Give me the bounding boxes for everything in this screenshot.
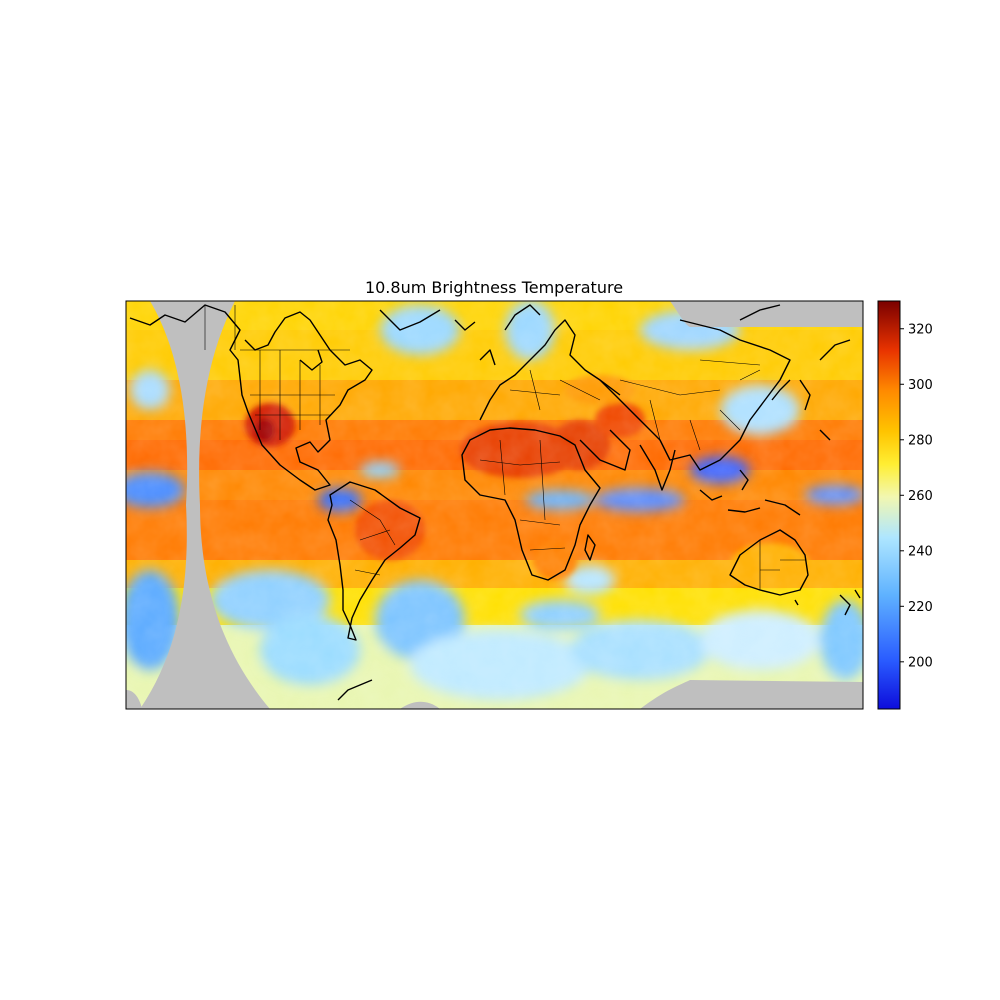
colorbar-tick-label: 260 — [908, 489, 933, 504]
colorbar-ticks: 200 220 240 260 280 300 320 — [900, 322, 933, 670]
colorbar-tick-label: 300 — [908, 378, 933, 393]
colorbar-tick-label: 280 — [908, 433, 933, 448]
colorbar-tick-label: 200 — [908, 655, 933, 670]
chart-title: 10.8um Brightness Temperature — [365, 278, 623, 297]
map-frame — [125, 300, 864, 710]
country-borders — [204, 305, 805, 590]
colorbar-ramp — [878, 301, 900, 709]
colorbar: 200 220 240 260 280 300 320 — [877, 300, 933, 710]
coastlines — [129, 304, 861, 701]
map-panel — [126, 301, 863, 709]
no-data-gaps — [126, 301, 863, 709]
colorbar-frame — [877, 300, 901, 710]
colorbar-tick-label: 220 — [908, 600, 933, 615]
colorbar-tick-label: 320 — [908, 322, 933, 337]
brightness-temperature-field — [126, 301, 863, 709]
colorbar-tick-label: 240 — [908, 544, 933, 559]
